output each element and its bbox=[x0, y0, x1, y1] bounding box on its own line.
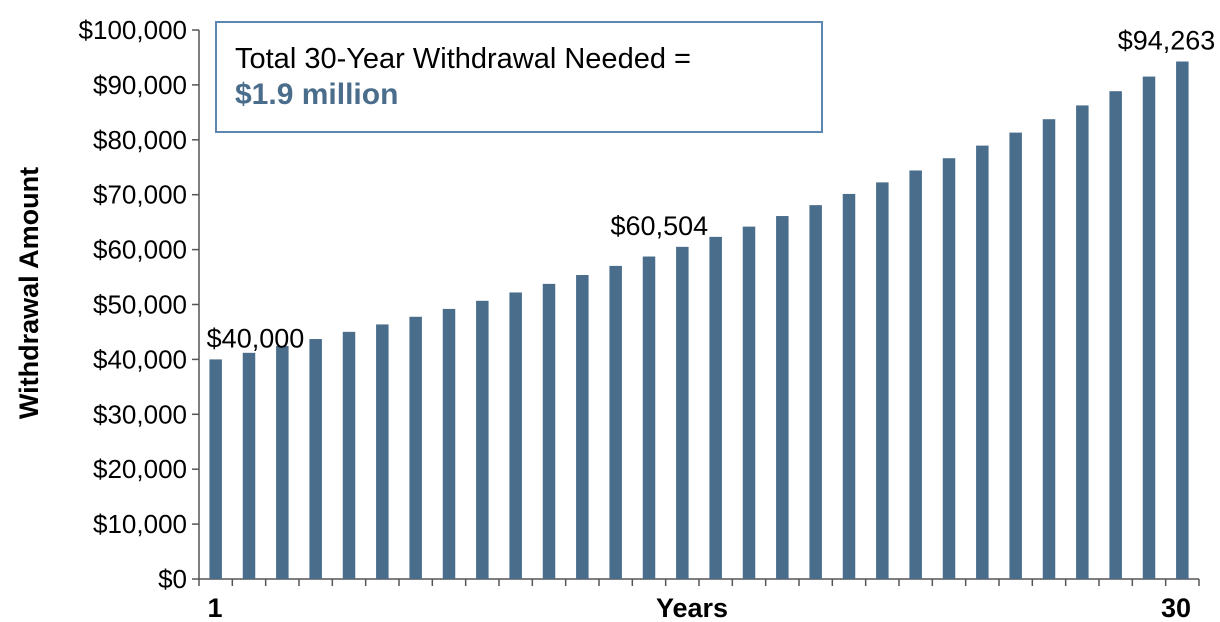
x-axis bbox=[198, 578, 1200, 586]
bar bbox=[1142, 76, 1156, 580]
y-axis: $0 $10,000 $20,000 $30,000 $40,000 $50,000 $60… bbox=[79, 15, 200, 594]
bar bbox=[642, 256, 656, 579]
bar bbox=[809, 205, 822, 580]
data-labels: $40,000 $60,504 $94,263 bbox=[207, 25, 1216, 353]
bar bbox=[909, 170, 922, 579]
bar bbox=[309, 339, 322, 579]
bars bbox=[209, 61, 1189, 580]
bar bbox=[1176, 61, 1189, 579]
bar bbox=[976, 145, 989, 579]
bar bbox=[942, 158, 956, 580]
bar bbox=[1109, 91, 1122, 580]
bar bbox=[676, 246, 689, 579]
bar-data-label: $40,000 bbox=[207, 323, 305, 353]
bar bbox=[609, 265, 622, 579]
x-tick-label-last: 30 bbox=[1161, 593, 1191, 622]
bar bbox=[1009, 132, 1022, 580]
y-axis-title: Withdrawal Amount bbox=[14, 167, 44, 419]
callout-text: Total 30-Year Withdrawal Needed = bbox=[235, 43, 691, 75]
y-tick-label: $30,000 bbox=[93, 399, 187, 429]
x-axis-title: Years bbox=[656, 593, 728, 622]
bar bbox=[576, 275, 589, 579]
y-tick-label: $60,000 bbox=[93, 235, 187, 265]
y-tick-label: $20,000 bbox=[93, 454, 187, 484]
bar bbox=[742, 226, 756, 579]
bar bbox=[1076, 105, 1089, 579]
y-tick-label: $80,000 bbox=[93, 125, 187, 155]
bar bbox=[276, 346, 289, 579]
y-tick-label: $40,000 bbox=[93, 344, 187, 374]
y-tick-label: $90,000 bbox=[93, 70, 187, 100]
bar bbox=[509, 292, 522, 579]
y-tick-label: $50,000 bbox=[93, 290, 187, 320]
y-tick-label: $70,000 bbox=[93, 180, 187, 210]
bar bbox=[1042, 119, 1056, 580]
bar bbox=[242, 352, 256, 579]
bar bbox=[442, 308, 456, 579]
bar bbox=[876, 182, 889, 580]
total-withdrawal-callout: Total 30-Year Withdrawal Needed = $1.9 m… bbox=[215, 21, 823, 133]
y-tick-label: $0 bbox=[158, 564, 187, 594]
bar-data-label: $94,263 bbox=[1118, 25, 1216, 55]
bar bbox=[376, 324, 389, 579]
bar bbox=[542, 283, 556, 579]
bar bbox=[776, 216, 789, 580]
bar bbox=[409, 316, 422, 579]
x-tick-label-first: 1 bbox=[207, 593, 222, 622]
bar bbox=[842, 193, 856, 579]
y-tick-label: $10,000 bbox=[93, 509, 187, 539]
y-tick-label: $100,000 bbox=[79, 15, 187, 45]
bar bbox=[209, 359, 222, 579]
bar bbox=[709, 236, 722, 579]
bar-data-label: $60,504 bbox=[611, 211, 709, 241]
bar bbox=[342, 331, 356, 579]
callout-total-amount: $1.9 million bbox=[235, 78, 399, 111]
bar bbox=[476, 300, 489, 579]
